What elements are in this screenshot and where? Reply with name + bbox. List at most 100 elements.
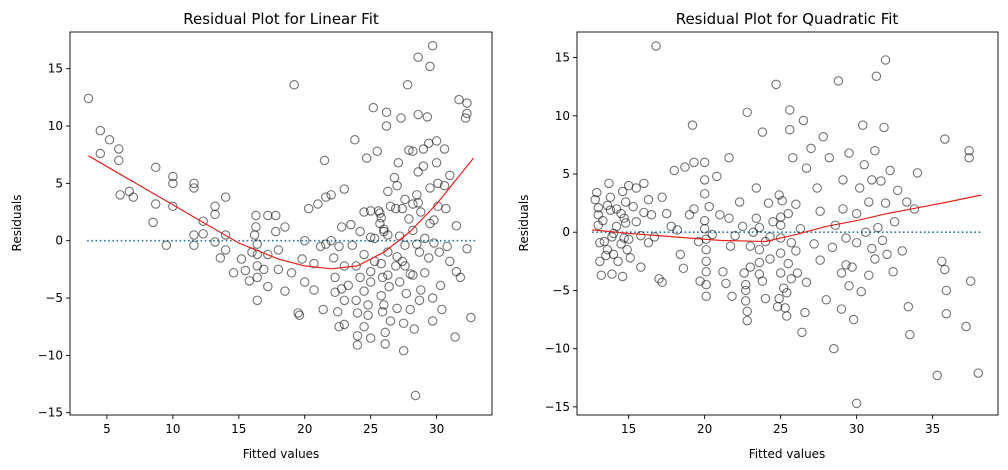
residual-point [244,276,255,286]
residual-point [416,207,426,217]
residual-point [680,162,690,172]
residual-point [462,108,472,119]
residual-point [376,290,386,301]
residual-point [394,277,405,287]
residual-point [876,176,886,186]
residual-point [669,165,680,176]
residual-point [210,237,220,247]
residual-point [425,61,435,72]
residual-point [355,272,365,283]
residual-point [721,278,731,289]
residual-point [757,276,768,286]
y-tick-label: −5 [552,283,570,297]
residual-point [783,208,794,219]
residual-point [827,242,838,253]
residual-point [740,279,751,290]
residual-point [699,189,710,199]
residual-point [599,236,610,247]
residual-point [410,390,421,401]
smooth-fit-line [88,155,474,270]
residual-point [859,159,870,170]
residual-point [781,311,792,321]
residual-point [806,143,816,154]
residual-point [595,256,605,267]
residual-point [433,178,443,189]
residual-point [742,306,752,317]
residual-point [792,268,803,278]
residual-point [742,107,752,118]
residual-point [965,276,976,286]
residual-point [318,304,328,315]
residual-point [590,194,600,205]
x-tick-label: 20 [697,422,712,436]
residual-point [847,262,857,272]
residual-point [315,241,326,252]
residual-point [734,197,745,207]
residual-point [740,296,751,306]
residual-point [768,217,778,227]
x-tick-label: 25 [773,422,788,436]
residual-point [168,178,178,189]
residual-point [445,256,455,267]
residual-point [313,199,323,209]
residual-point [240,265,251,276]
residual-point [864,270,874,281]
residual-point [940,134,950,144]
residual-point [699,215,710,226]
residual-point [429,238,439,248]
residual-point [880,55,891,65]
residual-point [339,319,350,330]
residual-point [95,148,106,159]
residual-point [786,274,797,284]
residual-point [836,304,847,314]
residual-point [777,196,787,206]
residual-point [745,241,756,251]
residual-point [450,332,460,342]
residual-point [435,280,446,291]
residual-point [451,221,462,231]
residual-point [377,307,388,317]
residual-point [83,93,94,104]
x-tick-label: 30 [849,422,864,436]
residual-point [396,113,406,123]
y-tick-label: 10 [555,109,570,123]
residual-point [347,240,357,251]
residual-point [631,183,642,193]
residual-point [844,281,854,291]
residual-point [416,285,426,295]
residual-point [661,208,672,219]
residual-point [636,230,646,241]
residual-point [598,215,608,226]
residual-point [383,270,393,280]
residual-point [838,175,848,185]
residual-point [339,261,350,271]
residual-point [409,324,419,334]
residual-point [397,256,408,267]
residual-point [373,206,384,216]
residual-point [328,253,339,263]
residual-point [604,178,614,189]
residual-point [390,261,401,271]
residual-point [339,295,350,306]
y-tick-label: −5 [45,291,63,305]
residual-point [321,239,331,249]
residual-point [413,167,423,177]
residual-point [189,183,199,193]
residual-point [404,145,414,155]
residual-point [309,258,319,269]
residual-point [701,291,711,302]
residual-point [389,172,400,183]
residual-point [413,109,423,120]
residual-point [150,199,161,209]
y-axis-label: Residuals [517,195,531,252]
residual-point [124,186,135,197]
residual-point [309,285,319,295]
residual-point [383,230,393,240]
residual-point [423,253,434,263]
residual-point [718,267,728,277]
x-axis-label: Fitted values [749,447,826,461]
residual-point [439,144,450,154]
x-axis-label: Fitted values [243,447,320,461]
residual-point [413,52,423,62]
residual-point [672,225,683,235]
